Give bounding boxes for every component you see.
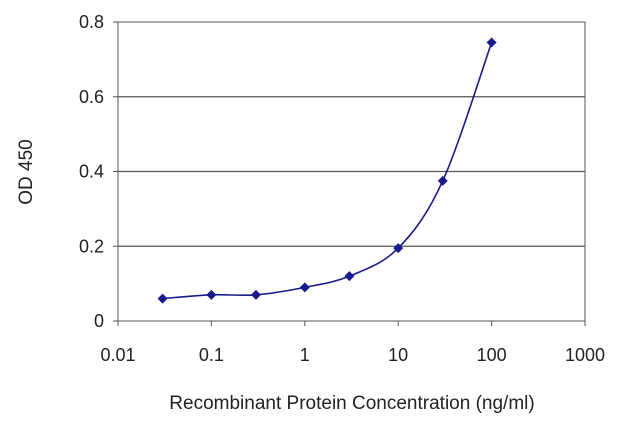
- data-point: [250, 289, 261, 300]
- x-axis-title: Recombinant Protein Concentration (ng/ml…: [169, 393, 534, 414]
- x-tick-label: 10: [388, 345, 408, 365]
- x-tick-label: 100: [477, 345, 507, 365]
- x-tick-labels: 0.01 0.1 1 10 100 1000: [100, 345, 605, 365]
- data-point: [206, 289, 217, 300]
- data-point: [437, 175, 448, 186]
- data-point: [393, 243, 404, 254]
- y-tick-label: 0.6: [79, 87, 104, 107]
- y-tick-labels: 0 0.2 0.4 0.6 0.8: [79, 12, 104, 331]
- y-tick-label: 0.8: [79, 12, 104, 32]
- x-tick-label: 0.1: [199, 345, 224, 365]
- data-point: [157, 293, 168, 304]
- fit-curve: [162, 42, 493, 300]
- data-point: [344, 271, 355, 282]
- axis-ticks: [113, 21, 586, 326]
- x-tick-label: 1: [300, 345, 310, 365]
- y-tick-label: 0.2: [79, 236, 104, 256]
- data-point: [486, 37, 497, 48]
- y-tick-label: 0: [94, 311, 104, 331]
- y-axis-title: OD 450: [16, 139, 37, 204]
- x-tick-label: 0.01: [100, 345, 135, 365]
- gridlines: [118, 96, 585, 247]
- data-points: [157, 37, 497, 304]
- y-tick-label: 0.4: [79, 162, 104, 182]
- x-tick-label: 1000: [565, 345, 605, 365]
- data-point: [299, 282, 310, 293]
